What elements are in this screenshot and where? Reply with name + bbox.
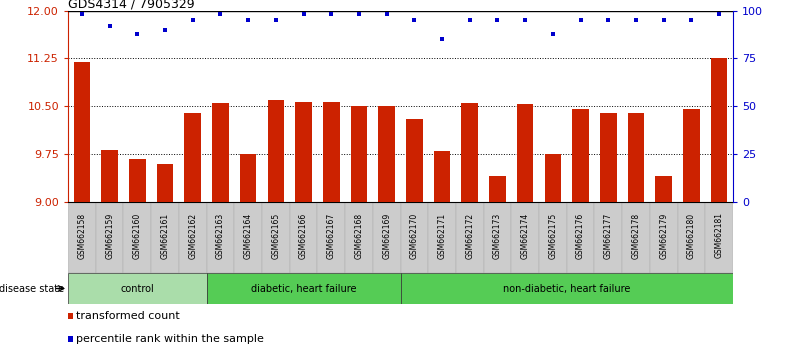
Bar <box>184 113 201 202</box>
Bar <box>650 202 678 273</box>
Bar <box>151 202 179 273</box>
Bar <box>461 103 478 202</box>
Bar <box>212 103 229 202</box>
Bar <box>545 154 562 202</box>
Bar <box>323 102 340 202</box>
Bar <box>434 151 450 202</box>
Bar <box>317 202 345 273</box>
Bar <box>207 202 235 273</box>
Bar <box>600 113 617 202</box>
Text: GSM662169: GSM662169 <box>382 212 391 259</box>
Bar <box>539 202 567 273</box>
Bar <box>157 164 173 202</box>
Text: GSM662170: GSM662170 <box>410 212 419 259</box>
Bar <box>290 202 317 273</box>
Text: GSM662171: GSM662171 <box>437 212 446 258</box>
Bar <box>594 202 622 273</box>
Text: GSM662172: GSM662172 <box>465 212 474 258</box>
Bar <box>655 176 672 202</box>
Text: GSM662178: GSM662178 <box>631 212 641 258</box>
Bar <box>207 273 400 304</box>
Bar <box>400 273 733 304</box>
Bar <box>484 202 511 273</box>
Text: GSM662176: GSM662176 <box>576 212 585 259</box>
Bar <box>710 58 727 202</box>
Text: GSM662179: GSM662179 <box>659 212 668 259</box>
Bar <box>351 106 367 202</box>
Bar <box>268 100 284 202</box>
Text: percentile rank within the sample: percentile rank within the sample <box>76 334 264 344</box>
Bar <box>239 154 256 202</box>
Bar <box>429 202 456 273</box>
Bar <box>683 109 700 202</box>
Bar <box>101 149 118 202</box>
Text: non-diabetic, heart failure: non-diabetic, heart failure <box>503 284 630 293</box>
Text: GDS4314 / 7905329: GDS4314 / 7905329 <box>68 0 195 11</box>
Bar <box>179 202 207 273</box>
Text: GSM662165: GSM662165 <box>272 212 280 259</box>
Bar <box>345 202 372 273</box>
Text: GSM662163: GSM662163 <box>216 212 225 259</box>
Bar <box>517 104 533 202</box>
Bar <box>572 109 589 202</box>
Text: GSM662177: GSM662177 <box>604 212 613 259</box>
Bar <box>68 202 96 273</box>
Bar <box>628 113 644 202</box>
Text: GSM662168: GSM662168 <box>355 212 364 258</box>
Text: GSM662174: GSM662174 <box>521 212 529 259</box>
Bar <box>678 202 705 273</box>
Text: GSM662161: GSM662161 <box>160 212 170 258</box>
Text: GSM662167: GSM662167 <box>327 212 336 259</box>
Bar <box>129 159 146 202</box>
Bar <box>372 202 400 273</box>
Bar <box>123 202 151 273</box>
Bar <box>296 102 312 202</box>
Text: disease state: disease state <box>0 284 64 293</box>
Text: GSM662158: GSM662158 <box>78 212 87 258</box>
Bar <box>456 202 484 273</box>
Text: control: control <box>120 284 155 293</box>
Bar <box>406 119 423 202</box>
Text: GSM662181: GSM662181 <box>714 212 723 258</box>
Text: GSM662173: GSM662173 <box>493 212 502 259</box>
Bar <box>622 202 650 273</box>
Bar <box>262 202 290 273</box>
Bar <box>489 176 505 202</box>
Text: GSM662162: GSM662162 <box>188 212 197 258</box>
Text: GSM662180: GSM662180 <box>687 212 696 258</box>
Text: GSM662159: GSM662159 <box>105 212 114 259</box>
Bar <box>235 202 262 273</box>
Text: GSM662175: GSM662175 <box>549 212 557 259</box>
Bar <box>96 202 123 273</box>
Text: diabetic, heart failure: diabetic, heart failure <box>251 284 356 293</box>
Text: transformed count: transformed count <box>76 311 180 321</box>
Bar <box>378 106 395 202</box>
Text: GSM662164: GSM662164 <box>244 212 252 259</box>
Bar <box>705 202 733 273</box>
Bar <box>511 202 539 273</box>
Text: GSM662166: GSM662166 <box>299 212 308 259</box>
Text: GSM662160: GSM662160 <box>133 212 142 259</box>
Bar <box>68 273 207 304</box>
Bar <box>400 202 429 273</box>
Bar <box>74 62 91 202</box>
Bar <box>567 202 594 273</box>
